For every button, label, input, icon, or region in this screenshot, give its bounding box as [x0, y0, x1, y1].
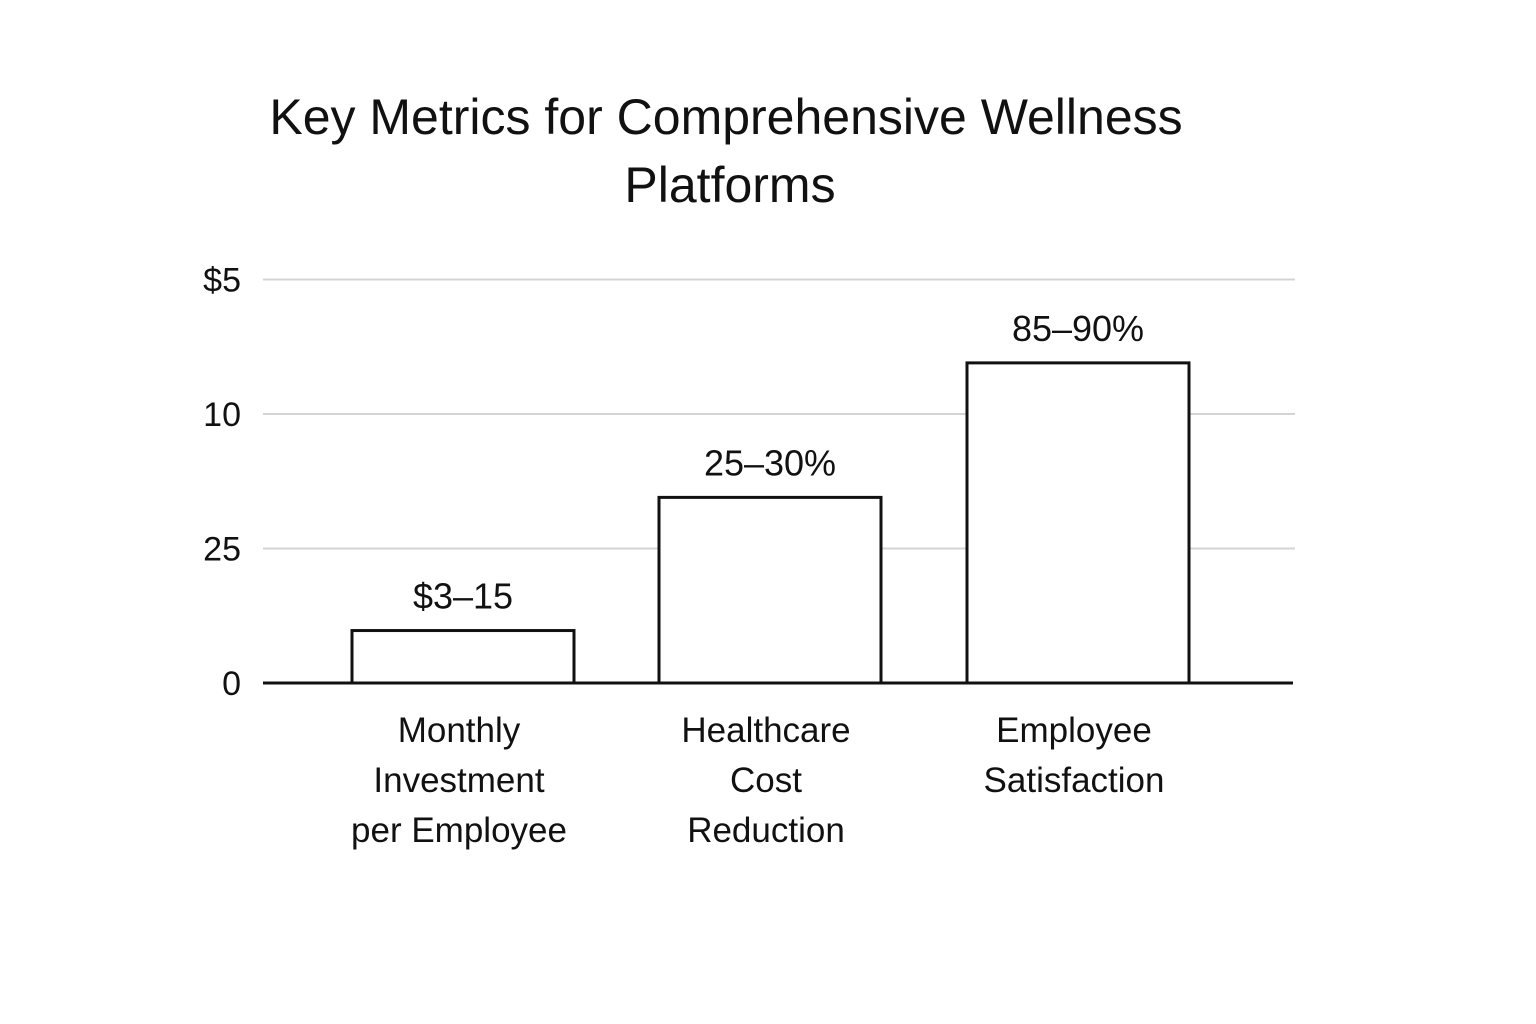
data-labels: $3–15 25–30% 85–90%	[413, 308, 1144, 617]
y-tick-label: $5	[203, 262, 241, 300]
y-tick-label: 0	[222, 665, 241, 703]
y-tick-label: 25	[203, 531, 241, 569]
y-tick-label: 10	[203, 396, 241, 434]
x-category-label: Monthly Investment per Employee	[351, 711, 567, 850]
bars	[350, 361, 1191, 685]
bar-value-label: $3–15	[413, 576, 513, 617]
y-axis-ticks: 0 25 10 $5	[203, 262, 241, 704]
bar-value-label: 85–90%	[1012, 308, 1144, 349]
bar-value-label: 25–30%	[704, 442, 836, 483]
bar	[350, 629, 576, 685]
chart-title-line-2: Platforms	[624, 157, 835, 213]
x-category-label: Employee Satisfaction	[984, 711, 1165, 800]
bar	[657, 495, 883, 685]
x-category-label: Healthcare Cost Reduction	[681, 711, 850, 850]
x-axis-categories: Monthly Investment per Employee Healthcare C…	[351, 711, 1164, 850]
chart-title: Key Metrics for Comprehensive Wellness P…	[269, 89, 1182, 213]
bar	[965, 361, 1191, 685]
chart-title-line-1: Key Metrics for Comprehensive Wellness	[269, 89, 1182, 145]
